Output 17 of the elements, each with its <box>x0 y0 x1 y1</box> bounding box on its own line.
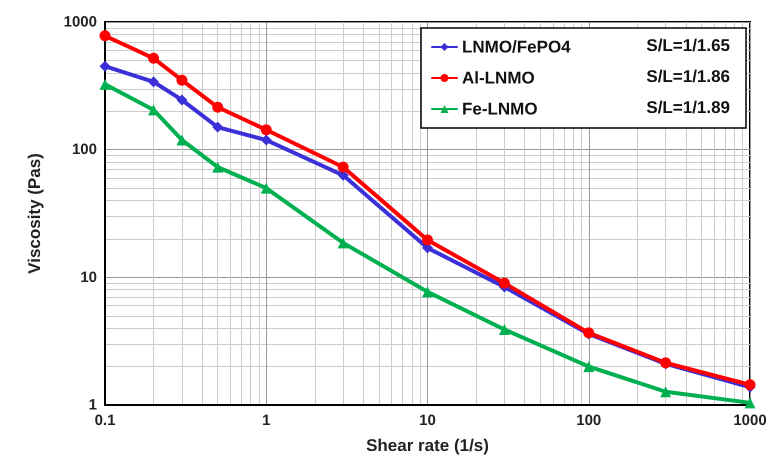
annotation: S/L=1/1.65 <box>646 36 730 55</box>
x-tick-label: 100 <box>576 412 602 429</box>
y-tick-label: 10 <box>80 268 97 286</box>
legend-label: Fe-LNMO <box>462 100 538 118</box>
legend-label: Al-LNMO <box>462 68 535 88</box>
annotation: S/L=1/1.89 <box>646 98 730 117</box>
x-tick-label: 0.1 <box>94 412 116 429</box>
legend-label: LNMO/FePO4 <box>462 38 572 56</box>
y-axis-title: Viscosity (Pas) <box>25 153 44 274</box>
y-tick-label: 1000 <box>64 14 97 30</box>
y-tick-label: 100 <box>72 141 97 158</box>
x-axis-title: Shear rate (1/s) <box>366 436 489 455</box>
annotation: S/L=1/1.86 <box>646 67 730 86</box>
x-tick-label: 1 <box>262 412 270 429</box>
x-tick-label: 1000 <box>733 412 767 429</box>
y-tick-label: 1 <box>88 396 97 414</box>
x-tick-label: 10 <box>419 412 436 429</box>
